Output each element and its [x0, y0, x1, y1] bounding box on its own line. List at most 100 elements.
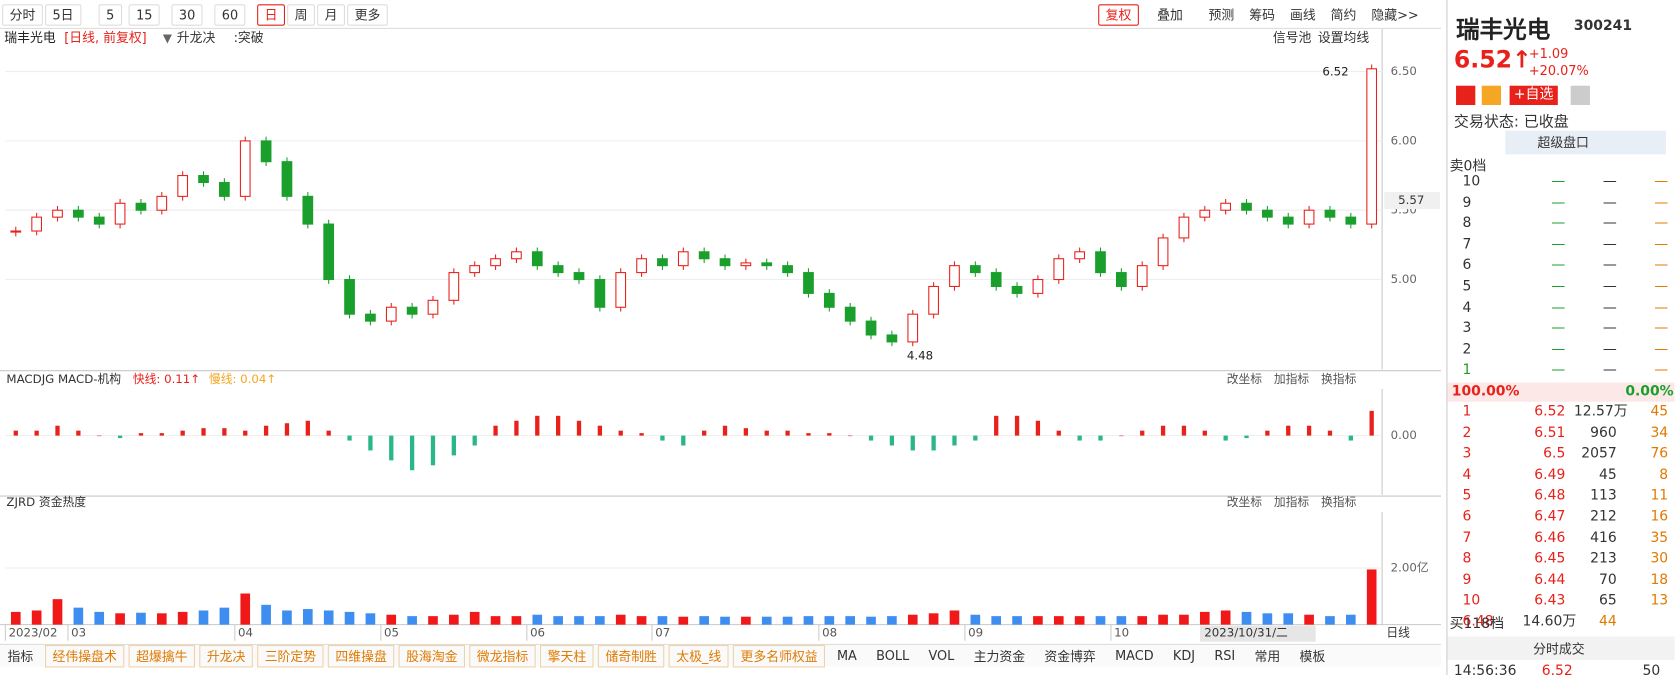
cell: 11	[1650, 487, 1669, 504]
buy-row: 5 6.48 113 11	[1447, 486, 1674, 506]
candle	[740, 262, 752, 267]
period-button[interactable]: 更多	[347, 4, 388, 26]
tool-button[interactable]: 隐藏>>	[1371, 7, 1419, 23]
x-tick-label: 04	[238, 626, 253, 640]
indicator-tab[interactable]: 储奇制胜	[597, 644, 665, 667]
tool-button[interactable]: 复权	[1098, 4, 1139, 26]
cell: 2057	[1581, 445, 1617, 462]
tool-button[interactable]: 叠加	[1157, 7, 1183, 23]
indicator-tab[interactable]: 超爆擒牛	[128, 644, 196, 667]
period-button[interactable]: 15	[128, 4, 160, 26]
candle	[552, 265, 564, 274]
cell: 5	[1462, 278, 1472, 295]
indicator-tab[interactable]: BOLL	[876, 648, 910, 664]
sell-row: 10 — — —	[1447, 171, 1674, 191]
indicator-tab[interactable]: 微龙指标	[469, 644, 536, 667]
chart-header: [日线, 前复权]	[64, 30, 146, 46]
cell: 2	[1462, 341, 1472, 358]
volume-bar	[344, 611, 355, 625]
candle	[636, 258, 647, 274]
cell: 13	[1650, 592, 1669, 609]
indicator-tab[interactable]: VOL	[928, 648, 955, 664]
macd-bar	[1327, 430, 1333, 436]
indicator-tab[interactable]: 升龙决	[199, 644, 253, 667]
macd-bar	[55, 425, 60, 436]
indicator-tab[interactable]: KDJ	[1172, 648, 1196, 664]
indicator-tab[interactable]: RSI	[1214, 648, 1236, 664]
cell: 30	[1650, 550, 1669, 567]
period-button[interactable]: 月	[317, 4, 346, 26]
cell: —	[1602, 257, 1617, 274]
buy-row: 9 6.44 70 18	[1447, 570, 1674, 590]
macd-bar	[1035, 420, 1041, 436]
indicator-tab[interactable]: 资金博弈	[1044, 648, 1096, 664]
watch-button[interactable]: +自选	[1509, 85, 1558, 105]
period-button[interactable]: 5日	[44, 4, 82, 26]
indicator-tab[interactable]: 模板	[1299, 648, 1326, 664]
cell: 70	[1599, 571, 1617, 588]
tool-button[interactable]: 预测	[1208, 7, 1235, 23]
volume-bar	[803, 616, 814, 625]
macd-bar	[159, 433, 164, 436]
volume-bar	[532, 614, 543, 625]
indicator-tab[interactable]: 三阶定势	[257, 644, 324, 667]
volume-bar	[428, 616, 438, 625]
indicator-tab[interactable]: 经伟操盘术	[45, 644, 125, 667]
candle	[114, 202, 126, 225]
candle	[782, 265, 793, 274]
candle	[1095, 251, 1106, 274]
cell: 76	[1650, 445, 1669, 462]
period-button[interactable]: 30	[171, 4, 203, 26]
indicator-tab[interactable]: MACD	[1115, 648, 1154, 664]
stock-name: 瑞丰光电	[1456, 17, 1551, 44]
tool-button[interactable]: 筹码	[1249, 7, 1275, 23]
volume-bar	[303, 609, 313, 625]
volume-bar	[1304, 614, 1314, 625]
period-button[interactable]: 5	[98, 4, 122, 26]
buy-row: 1 6.52 12.57万 45	[1447, 402, 1674, 422]
macd-bar	[222, 428, 227, 436]
volume-bar	[94, 611, 105, 625]
macd-bar	[660, 435, 665, 441]
indicator-tab[interactable]: 太极_线	[668, 644, 729, 667]
macd-bar	[889, 435, 895, 446]
ratio-bar	[1447, 382, 1675, 402]
volume-bar	[52, 599, 63, 625]
macd-bar	[368, 435, 373, 451]
cursor-date: 2023/10/31/二	[1204, 626, 1288, 640]
tool-button[interactable]: 简约	[1330, 7, 1357, 23]
cell: 2	[1462, 424, 1472, 441]
indicator-tab[interactable]: 更多名师权益	[733, 644, 826, 667]
indicator-tab[interactable]: 四维操盘	[327, 644, 395, 667]
candle	[886, 334, 898, 343]
candle	[1011, 285, 1023, 294]
chart-header: 升龙决	[177, 31, 216, 46]
indicator-tab[interactable]: 擎天柱	[540, 644, 594, 667]
indicator-tab[interactable]: 股海淘金	[398, 644, 466, 667]
candle	[803, 272, 814, 294]
candle	[1136, 265, 1148, 287]
macd-bar	[389, 435, 394, 461]
tool-button[interactable]: 画线	[1289, 7, 1316, 23]
indicator-tab[interactable]: 指标	[7, 648, 34, 664]
period-button[interactable]: 周	[287, 4, 316, 26]
indicator-tab[interactable]: MA	[836, 648, 857, 664]
candle	[406, 306, 418, 315]
period-button[interactable]: 分时	[2, 4, 43, 26]
trade-price: 6.52	[1541, 663, 1573, 675]
period-button[interactable]: 60	[214, 4, 246, 26]
cell: 6.49	[1534, 466, 1566, 483]
indicator-name: ZJRD 资金热度	[6, 495, 86, 509]
volume-bar	[449, 614, 459, 625]
candle	[1032, 278, 1044, 294]
candle	[615, 272, 627, 308]
indicator-tab[interactable]: 主力资金	[973, 648, 1026, 664]
cell: —	[1551, 236, 1566, 253]
candle	[990, 272, 1002, 287]
indicator-tool: 加指标	[1274, 495, 1310, 509]
volume-bar	[1345, 614, 1356, 625]
fast-line-label: 快线: 0.11↑	[133, 372, 200, 386]
indicator-tab[interactable]: 常用	[1254, 648, 1281, 664]
period-button[interactable]: 日	[257, 4, 286, 26]
cell: —	[1602, 236, 1617, 253]
